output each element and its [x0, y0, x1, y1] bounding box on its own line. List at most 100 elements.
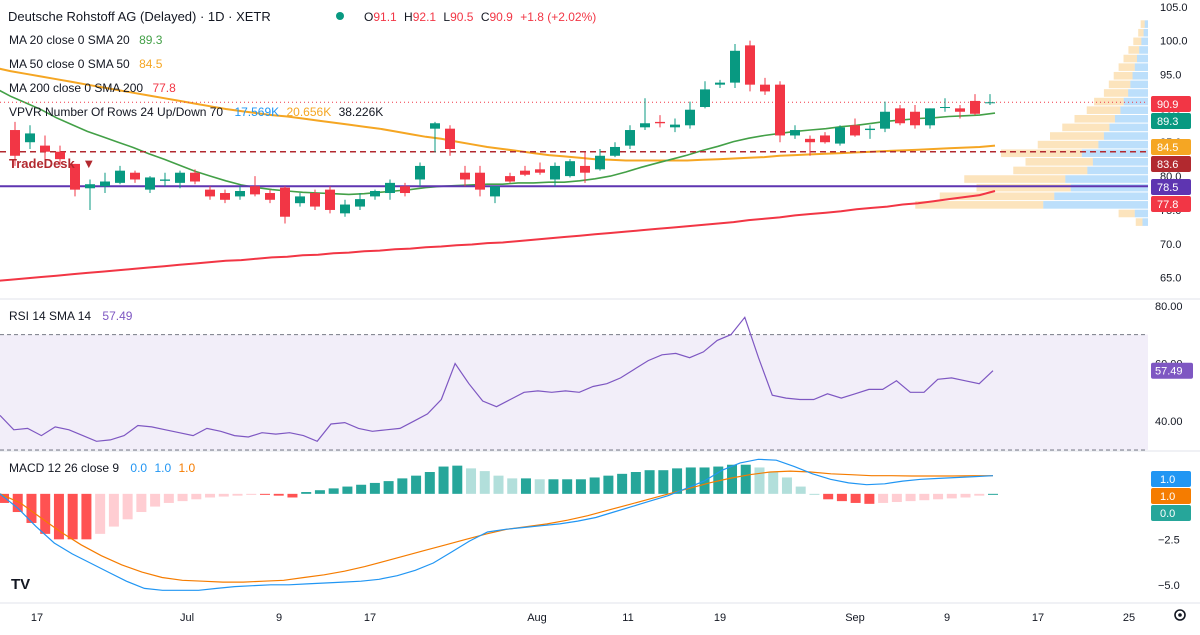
candle[interactable]	[640, 98, 650, 131]
candle[interactable]	[700, 81, 710, 109]
candle[interactable]	[340, 199, 350, 217]
price-pane[interactable]	[0, 40, 1148, 282]
macd-tag[interactable]: 1.0	[1151, 488, 1191, 504]
candle[interactable]	[55, 145, 65, 166]
candle[interactable]	[730, 44, 740, 89]
settings-gear-icon[interactable]	[1174, 609, 1186, 621]
rsi-pane[interactable]	[0, 316, 1148, 451]
candle[interactable]	[535, 162, 545, 175]
candle[interactable]	[175, 170, 185, 189]
vp-row-down	[1138, 28, 1144, 37]
vp-row-down	[1086, 106, 1121, 114]
candle[interactable]	[670, 118, 680, 133]
candle[interactable]	[325, 186, 335, 214]
candle[interactable]	[160, 172, 170, 187]
time-tick-label: 11	[622, 612, 633, 624]
candle[interactable]	[25, 125, 35, 149]
candle[interactable]	[490, 186, 500, 204]
candle[interactable]	[835, 125, 845, 146]
rsi-tag[interactable]: 57.49	[1151, 362, 1193, 379]
macd-tag[interactable]: 0.0	[1151, 505, 1191, 521]
macd-pane[interactable]	[0, 458, 998, 591]
candle[interactable]	[610, 142, 620, 158]
candle[interactable]	[925, 108, 935, 129]
price-tag[interactable]: 77.8	[1151, 196, 1191, 212]
price-axis[interactable]: 105.0100.095.090.085.080.075.070.065.090…	[1151, 2, 1193, 592]
candle[interactable]	[880, 101, 890, 133]
candle[interactable]	[355, 193, 365, 210]
vp-row-up	[1139, 46, 1148, 54]
ma50-legend[interactable]: MA 50 close 0 SMA 50 84.5	[9, 57, 163, 71]
candle[interactable]	[250, 176, 260, 197]
candle[interactable]	[970, 94, 980, 116]
candle[interactable]	[460, 165, 470, 187]
price-tag[interactable]: 90.9	[1151, 96, 1191, 112]
candle[interactable]	[985, 94, 995, 105]
tradedesk-label[interactable]: TradeDesk ▼	[9, 156, 95, 171]
time-axis[interactable]: 17 Jul 9 17 Aug 11 19 Sep 9 17 25	[31, 612, 1135, 624]
candle[interactable]	[130, 170, 140, 183]
candle[interactable]	[790, 125, 800, 139]
candle[interactable]	[220, 189, 230, 204]
candle[interactable]	[895, 104, 905, 126]
candle[interactable]	[295, 193, 305, 207]
candle[interactable]	[940, 98, 950, 112]
candle[interactable]	[100, 172, 110, 194]
candle[interactable]	[85, 179, 95, 210]
candle[interactable]	[10, 121, 20, 166]
candle[interactable]	[625, 125, 635, 149]
vpvr-legend[interactable]: VPVR Number Of Rows 24 Up/Down 70 17.569…	[9, 105, 383, 119]
candle[interactable]	[655, 115, 665, 128]
candle[interactable]	[820, 132, 830, 144]
candle[interactable]	[595, 149, 605, 171]
candle[interactable]	[565, 159, 575, 178]
price-tag[interactable]: 89.3	[1151, 113, 1191, 129]
candle[interactable]	[280, 186, 290, 224]
candle[interactable]	[370, 189, 380, 200]
candle[interactable]	[850, 118, 860, 137]
vp-row-down	[1037, 140, 1099, 149]
candle[interactable]	[415, 162, 425, 187]
candle[interactable]	[580, 152, 590, 183]
candle[interactable]	[70, 163, 80, 197]
candle-body	[505, 176, 515, 182]
ma200-legend[interactable]: MA 200 close 0 SMA 200 77.8	[9, 81, 176, 95]
candle[interactable]	[685, 101, 695, 129]
tradingview-logo-icon[interactable]: TV	[9, 569, 37, 597]
ma20-legend[interactable]: MA 20 close 0 SMA 20 89.3	[9, 33, 163, 47]
candle[interactable]	[190, 169, 200, 185]
candle[interactable]	[775, 81, 785, 143]
candle[interactable]	[310, 189, 320, 210]
candle[interactable]	[745, 40, 755, 92]
candle[interactable]	[265, 189, 275, 204]
candle[interactable]	[115, 165, 125, 185]
candle[interactable]	[205, 186, 215, 200]
macd-legend[interactable]: MACD 12 26 close 9 0.0 1.0 1.0	[9, 461, 195, 475]
rsi-legend[interactable]: RSI 14 SMA 14 57.49	[9, 309, 133, 323]
price-tag[interactable]: 83.6	[1151, 156, 1191, 172]
candle[interactable]	[955, 104, 965, 119]
candle[interactable]	[385, 179, 395, 200]
candle[interactable]	[475, 165, 485, 197]
candle[interactable]	[400, 182, 410, 197]
candle[interactable]	[550, 162, 560, 187]
candle[interactable]	[235, 186, 245, 200]
candle[interactable]	[760, 77, 770, 95]
candle[interactable]	[910, 104, 920, 129]
vp-row-down	[1140, 20, 1145, 28]
price-tag[interactable]: 78.5	[1151, 179, 1191, 195]
candle[interactable]	[715, 79, 725, 89]
candle[interactable]	[430, 121, 440, 153]
vp-row-up	[1054, 192, 1148, 201]
candle[interactable]	[505, 172, 515, 183]
candle[interactable]	[445, 125, 455, 156]
candle[interactable]	[520, 165, 530, 177]
symbol-title[interactable]: Deutsche Rohstoff AG (Delayed) · 1D · XE…	[8, 9, 271, 24]
candle[interactable]	[805, 135, 815, 156]
candle[interactable]	[40, 135, 50, 160]
macd-tag[interactable]: 1.0	[1151, 471, 1191, 487]
candle[interactable]	[145, 176, 155, 194]
price-tag[interactable]: 84.5	[1151, 139, 1191, 155]
candle[interactable]	[865, 125, 875, 139]
